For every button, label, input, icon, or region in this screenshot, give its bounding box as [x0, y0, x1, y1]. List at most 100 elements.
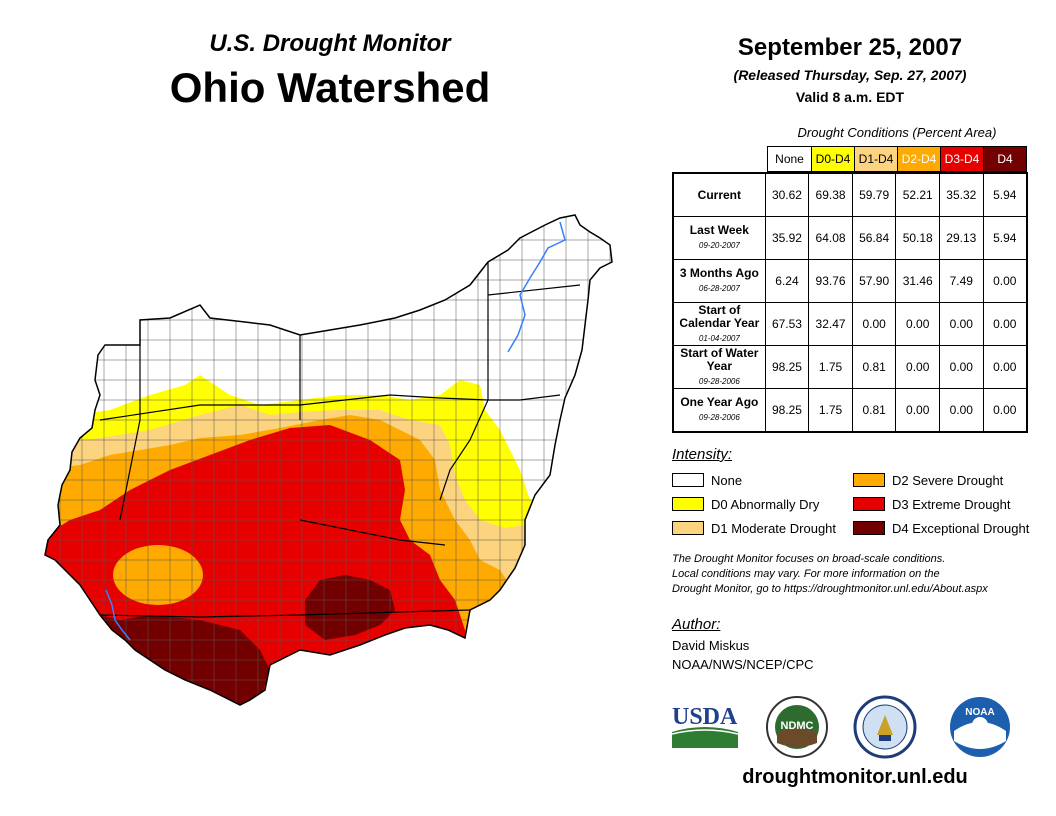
legend-label: D1 Moderate Drought	[711, 520, 837, 536]
state-borders	[99, 262, 581, 618]
row-date: 09-28-2006	[698, 413, 740, 422]
legend-label: D2 Severe Drought	[892, 472, 1004, 488]
table-cell: 0.00	[895, 345, 940, 389]
column-header: D2-D4	[898, 147, 941, 171]
legend-label: None	[711, 472, 743, 488]
table-cell: 35.92	[764, 216, 810, 260]
usda-logo-text: USDA	[672, 704, 738, 730]
row-label: Current	[672, 172, 766, 217]
table-cell: 5.94	[982, 172, 1028, 217]
area-d2-island	[113, 545, 203, 605]
row-label-text: One Year Ago	[680, 395, 759, 409]
table-cell: 0.00	[939, 388, 984, 433]
row-label-text: 3 Months Ago	[679, 266, 759, 280]
ndmc-logo-text: NDMC	[781, 720, 814, 732]
table-cell: 0.81	[851, 388, 897, 433]
noaa-logo-text: NOAA	[965, 707, 994, 718]
table-row: 3 Months Ago 06-28-2007 6.24 93.76 57.90 31.4…	[672, 259, 1028, 303]
valid-time: Valid 8 a.m. EDT	[795, 89, 905, 105]
legend-swatch	[672, 497, 704, 511]
table-row: Current 30.62 69.38 59.79 52.21 35.32 5.94	[672, 172, 1028, 217]
commerce-seal-icon	[853, 695, 917, 759]
river-line-mississippi	[105, 589, 131, 641]
legend-item: D1 Moderate Drought	[672, 520, 836, 536]
legend-swatch	[853, 497, 885, 511]
table-header: None D0-D4 D1-D4 D2-D4 D3-D4 D4	[767, 146, 1027, 172]
column-header: D1-D4	[855, 147, 898, 171]
date-heading: September 25, 2007	[737, 34, 963, 61]
row-label-text: Last Week	[689, 223, 749, 237]
table-cell: 0.00	[939, 345, 984, 389]
table-row: Start of Calendar Year 01-04-2007 67.53 32.…	[672, 302, 1028, 346]
map-subtitle: U.S. Drought Monitor	[209, 30, 451, 57]
row-label: Start of Calendar Year 01-04-2007	[672, 302, 766, 346]
row-date: 09-28-2006	[698, 376, 740, 386]
river-line	[507, 221, 566, 353]
legend-label: D0 Abnormally Dry	[711, 496, 820, 512]
legend-swatch	[853, 521, 885, 535]
area-d4-east	[305, 575, 395, 640]
table-cell: 98.25	[764, 345, 810, 389]
noaa-logo: NOAA	[950, 697, 1010, 757]
legend-item: D2 Severe Drought	[853, 472, 1003, 488]
table-cell: 59.79	[851, 172, 897, 217]
legend-item: None	[672, 472, 742, 488]
table-cell: 31.46	[895, 259, 940, 303]
table-cell: 0.00	[895, 388, 940, 433]
column-header: D4	[984, 147, 1027, 171]
row-label-text: Current	[697, 187, 742, 202]
table-cell: 0.00	[939, 302, 984, 346]
row-label-text: Start of Calendar Year	[679, 302, 760, 330]
table-cell: 32.47	[808, 302, 853, 346]
table-cell: 0.00	[982, 302, 1028, 346]
table-cell: 1.75	[808, 345, 853, 389]
drought-map	[44, 214, 613, 706]
row-label: One Year Ago 09-28-2006	[672, 388, 766, 433]
legend-swatch	[672, 521, 704, 535]
row-label: Start of Water Year 09-28-2006	[672, 345, 766, 389]
basin-outline	[44, 214, 613, 706]
legend-label: D3 Extreme Drought	[892, 496, 1011, 512]
table-cell: 93.76	[808, 259, 853, 303]
table-cell: 0.00	[982, 345, 1028, 389]
table-cell: 56.84	[851, 216, 897, 260]
author-org: NOAA/NWS/NCEP/CPC	[672, 657, 814, 672]
footer-url[interactable]: droughtmonitor.unl.edu	[742, 766, 968, 788]
info-note: The Drought Monitor focuses on broad-sca…	[672, 552, 1052, 597]
table-row: Last Week 09-20-2007 35.92 64.08 56.84 50.18 2…	[672, 216, 1028, 260]
ndmc-logo: NDMC	[766, 696, 828, 758]
legend-title: Intensity:	[672, 446, 733, 463]
author-name: David Miskus	[672, 638, 750, 653]
table-cell: 69.38	[808, 172, 853, 217]
table-cell: 57.90	[851, 259, 897, 303]
map-title: Ohio Watershed	[169, 64, 491, 111]
table-cell: 1.75	[808, 388, 853, 433]
table-cell: 6.24	[764, 259, 810, 303]
table-cell: 64.08	[808, 216, 853, 260]
row-date: 09-20-2007	[698, 241, 740, 250]
row-label-text: Start of Water Year	[680, 345, 759, 373]
table-cell: 35.32	[939, 172, 984, 217]
column-header: None	[768, 147, 812, 171]
usda-logo: USDA	[671, 704, 739, 748]
table-cell: 0.00	[895, 302, 940, 346]
row-date: 06-28-2007	[698, 284, 740, 293]
table-cell: 67.53	[764, 302, 810, 346]
table-row: Start of Water Year 09-28-2006 98.25 1.75 0.…	[672, 345, 1028, 389]
table-row: One Year Ago 09-28-2006 98.25 1.75 0.81 0.00 0…	[672, 388, 1028, 433]
table-caption: Drought Conditions (Percent Area)	[797, 125, 997, 140]
legend-item: D4 Exceptional Drought	[853, 520, 1029, 536]
legend-item: D0 Abnormally Dry	[672, 496, 819, 512]
table-cell: 52.21	[895, 172, 940, 217]
legend-item: D3 Extreme Drought	[853, 496, 1011, 512]
table-cell: 0.00	[851, 302, 897, 346]
table-cell: 50.18	[895, 216, 940, 260]
table-cell: 29.13	[939, 216, 984, 260]
table-cell: 5.94	[982, 216, 1028, 260]
table-cell: 0.81	[851, 345, 897, 389]
note-line: Drought Monitor, go to https://droughtmo…	[672, 583, 988, 595]
legend-label: D4 Exceptional Drought	[892, 520, 1030, 536]
column-header: D3-D4	[941, 147, 984, 171]
legend-swatch	[853, 473, 885, 487]
table-cell: 30.62	[764, 172, 810, 217]
